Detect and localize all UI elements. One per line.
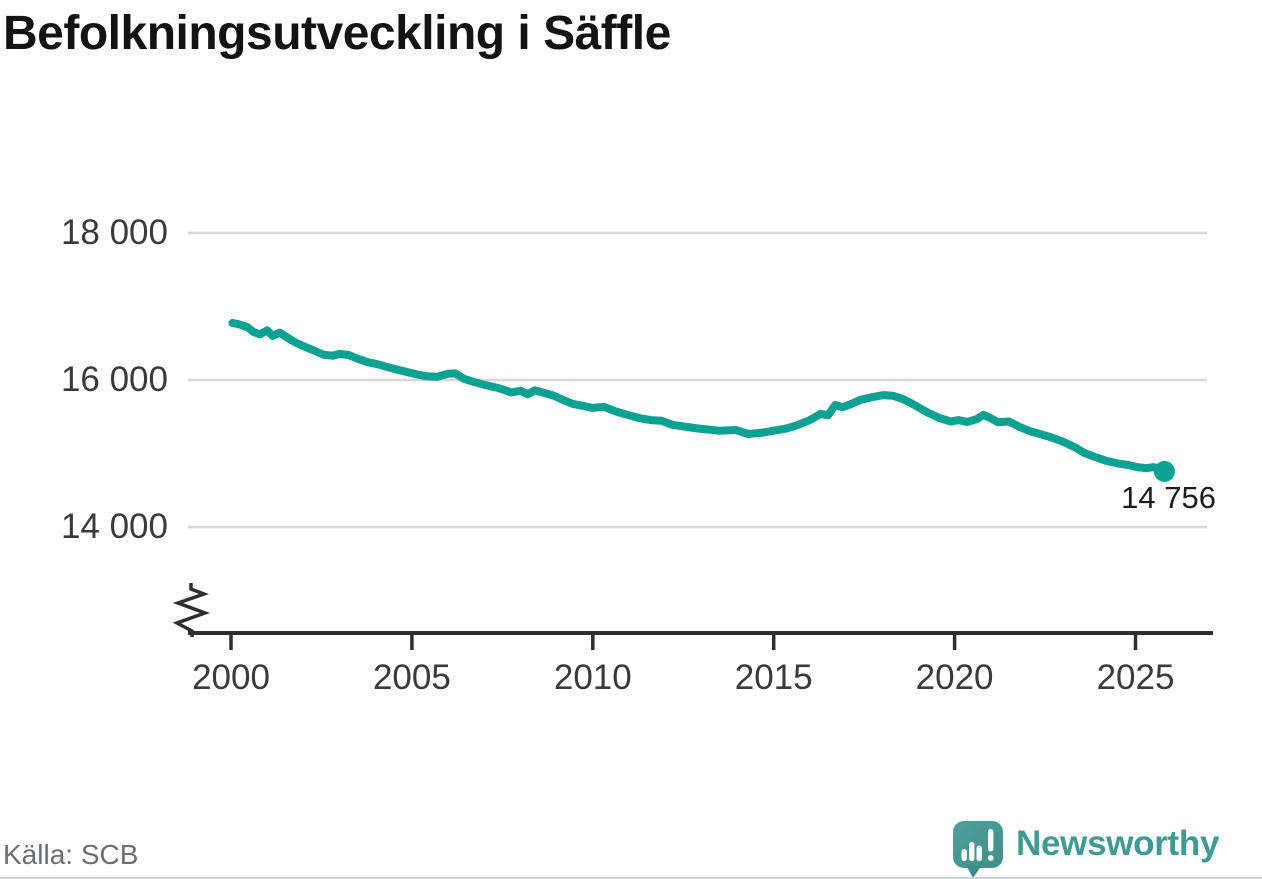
x-axis-ticks — [229, 635, 1138, 650]
population-series-line — [228, 319, 1169, 476]
icon-exclamation-bar — [988, 829, 994, 852]
icon-bar-medium — [976, 845, 982, 861]
icon-bubble-body — [953, 821, 1003, 868]
icon-exclamation-dot — [987, 855, 994, 861]
y-axis-tick-label: 18 000 — [60, 213, 168, 252]
icon-bar-tall — [969, 842, 975, 861]
y-axis-tick-label: 14 000 — [60, 507, 168, 546]
gridlines — [188, 231, 1207, 529]
x-axis-tick-label: 2020 — [915, 658, 994, 697]
newsworthy-logo: Newsworthy — [947, 818, 1262, 879]
bottom-edge-line — [0, 877, 1262, 879]
y-axis-tick-label: 16 000 — [60, 360, 168, 399]
x-axis-tick-label: 2025 — [1096, 658, 1175, 697]
source-note: Källa: SCB — [3, 839, 139, 870]
newsworthy-wordmark: Newsworthy — [1016, 824, 1220, 863]
x-axis-tick-label: 2005 — [372, 658, 451, 697]
latest-value-dot — [1153, 460, 1175, 482]
x-axis-tick-label: 2000 — [192, 658, 270, 697]
x-axis-tick-label: 2015 — [734, 658, 813, 697]
chart-title: Befolkningsutveckling i Säffle — [3, 7, 671, 60]
x-axis-tick-label: 2010 — [553, 658, 632, 697]
icon-bubble-tail — [966, 865, 982, 878]
y-axis-break-icon — [172, 583, 211, 637]
icon-bar-small — [961, 849, 967, 861]
newsworthy-speech-bubble-chart-icon — [953, 821, 1003, 878]
latest-value-label: 14 756 — [1121, 480, 1216, 515]
